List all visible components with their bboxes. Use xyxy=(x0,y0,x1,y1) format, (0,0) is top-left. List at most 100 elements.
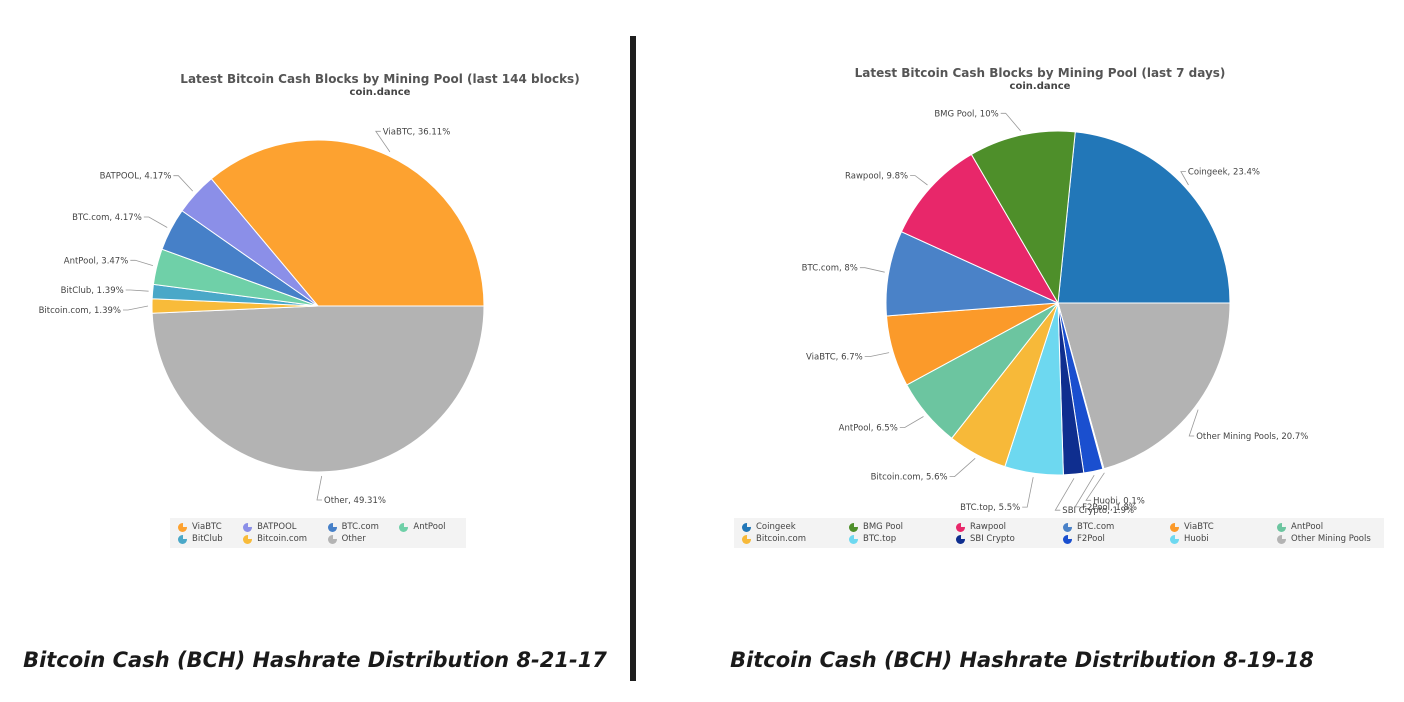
chart-caption: Bitcoin Cash (BCH) Hashrate Distribution… xyxy=(730,648,1314,672)
slice-label-antpool: AntPool, 6.5% xyxy=(839,424,898,434)
pie-icon xyxy=(1170,522,1179,532)
slice-label-bitcoin-com: Bitcoin.com, 1.39% xyxy=(39,306,121,316)
legend-item-sbi-crypto[interactable]: SBI Crypto xyxy=(956,534,1055,544)
label-connector xyxy=(1000,112,1022,132)
legend-item-bitclub[interactable]: BitClub xyxy=(178,534,235,544)
legend-label: ViaBTC xyxy=(192,522,222,532)
legend-item-rawpool[interactable]: Rawpool xyxy=(956,522,1055,532)
pie-icon xyxy=(742,534,751,544)
chart-title: Latest Bitcoin Cash Blocks by Mining Poo… xyxy=(180,72,580,86)
pie-icon xyxy=(742,522,751,532)
pie-icon xyxy=(243,534,253,544)
legend-label: Rawpool xyxy=(970,522,1007,532)
label-connector xyxy=(1188,409,1199,437)
chart-panel-2017: Latest Bitcoin Cash Blocks by Mining Poo… xyxy=(0,0,630,702)
chart-panel-2018: Latest Bitcoin Cash Blocks by Mining Poo… xyxy=(640,0,1404,702)
slice-label-btc-top: BTC.top, 5.5% xyxy=(960,503,1020,513)
pie-chart: Coingeek, 23.4% Other Mining Pools, 20.7%… xyxy=(802,109,1309,516)
legend-label: AntPool xyxy=(413,522,446,532)
legend-item-batpool[interactable]: BATPOOL xyxy=(243,522,320,532)
slice-label-bmg-pool: BMG Pool, 10% xyxy=(934,109,998,119)
legend-label: BTC.com xyxy=(1077,522,1115,532)
label-connector xyxy=(1180,171,1189,186)
legend-label: ViaBTC xyxy=(1184,522,1214,532)
legend-label: F2Pool xyxy=(1077,534,1105,544)
pie-icon xyxy=(399,522,409,532)
legend-item-viabtc[interactable]: ViaBTC xyxy=(1170,522,1269,532)
legend-item-bmg-pool[interactable]: BMG Pool xyxy=(849,522,948,532)
label-connector xyxy=(859,267,885,273)
legend-item-bitcoin-com[interactable]: Bitcoin.com xyxy=(742,534,841,544)
slice-label-bitclub: BitClub, 1.39% xyxy=(61,286,124,296)
legend-label: Huobi xyxy=(1184,534,1209,544)
slice-label-f2pool: F2Pool, 1.8% xyxy=(1082,503,1137,513)
label-connector xyxy=(1054,478,1075,511)
label-connector xyxy=(910,175,928,186)
legend-label: BMG Pool xyxy=(863,522,904,532)
legend-item-huobi[interactable]: Huobi xyxy=(1170,534,1269,544)
legend-label: Coingeek xyxy=(756,522,796,532)
legend-item-bitcoin-com[interactable]: Bitcoin.com xyxy=(243,534,320,544)
legend-label: SBI Crypto xyxy=(970,534,1015,544)
chart-caption: Bitcoin Cash (BCH) Hashrate Distribution… xyxy=(23,648,607,672)
pie-icon xyxy=(327,534,337,544)
legend-item-coingeek[interactable]: Coingeek xyxy=(742,522,841,532)
label-connector xyxy=(316,475,323,501)
label-connector xyxy=(899,416,924,428)
label-connector xyxy=(123,305,149,311)
pie-slice-coingeek[interactable] xyxy=(1057,131,1231,304)
legend-label: AntPool xyxy=(1291,522,1324,532)
label-connector xyxy=(173,175,193,192)
slice-label-bitcoin-com: Bitcoin.com, 5.6% xyxy=(871,473,948,483)
pie-icon xyxy=(849,534,858,544)
pie-slice-rawpool[interactable] xyxy=(900,153,1060,305)
pie-icon xyxy=(1170,534,1179,544)
chart-legend: ViaBTC BATPOOL BTC.com AntPool BitClub Bitcoi… xyxy=(170,518,466,548)
pie-slice-bmg-pool[interactable] xyxy=(970,130,1076,305)
legend-item-other-mining-pools[interactable]: Other Mining Pools xyxy=(1277,534,1376,544)
label-connector xyxy=(375,130,391,153)
pie-icon xyxy=(1063,522,1072,532)
pie-slice-other-mining-pools[interactable] xyxy=(1057,302,1231,470)
slice-label-viabtc: ViaBTC, 6.7% xyxy=(806,353,863,363)
pie-icon xyxy=(178,522,187,532)
legend-item-btc-com[interactable]: BTC.com xyxy=(327,522,392,532)
legend-item-other[interactable]: Other xyxy=(327,534,392,544)
slice-label-coingeek: Coingeek, 23.4% xyxy=(1188,168,1260,178)
slice-label-antpool: AntPool, 3.47% xyxy=(64,256,129,266)
slice-label-btc-com: BTC.com, 8% xyxy=(802,264,858,274)
legend-label: Bitcoin.com xyxy=(756,534,807,544)
legend-label: BATPOOL xyxy=(257,522,297,532)
legend-item-btc-com[interactable]: BTC.com xyxy=(1063,522,1162,532)
label-connector xyxy=(1074,474,1095,508)
legend-item-viabtc[interactable]: ViaBTC xyxy=(178,522,235,532)
legend-item-btc-top[interactable]: BTC.top xyxy=(849,534,948,544)
pie-slice-batpool[interactable] xyxy=(181,178,319,307)
legend-item-f2pool[interactable]: F2Pool xyxy=(1063,534,1162,544)
label-connector xyxy=(1085,472,1105,501)
legend-label: BitClub xyxy=(192,534,223,544)
slice-label-batpool: BATPOOL, 4.17% xyxy=(100,172,172,182)
pie-icon xyxy=(1277,534,1286,544)
chart-title: Latest Bitcoin Cash Blocks by Mining Poo… xyxy=(854,66,1226,80)
label-connector xyxy=(130,259,154,266)
chart-legend: Coingeek BMG Pool Rawpool BTC.com ViaBTC AntP… xyxy=(734,518,1384,548)
chart-subtitle: coin.dance xyxy=(1009,81,1071,92)
pie-slice-other[interactable] xyxy=(151,305,485,473)
label-connector xyxy=(949,458,976,478)
label-connector xyxy=(864,352,890,358)
slice-label-other-mining-pools: Other Mining Pools, 20.7% xyxy=(1196,432,1308,442)
slice-label-huobi: Huobi, 0.1% xyxy=(1093,496,1145,506)
legend-label: BTC.top xyxy=(863,534,897,544)
pie-icon xyxy=(1277,522,1286,532)
legend-item-antpool[interactable]: AntPool xyxy=(399,522,458,532)
legend-item-antpool[interactable]: AntPool xyxy=(1277,522,1376,532)
legend-label: Bitcoin.com xyxy=(257,534,308,544)
slice-label-viabtc: ViaBTC, 36.11% xyxy=(383,127,450,137)
panel-divider xyxy=(630,36,636,681)
pie-icon xyxy=(1063,534,1072,544)
label-connector xyxy=(143,216,168,228)
pie-slice-viabtc[interactable] xyxy=(210,139,485,307)
slice-label-btc-com: BTC.com, 4.17% xyxy=(72,213,142,223)
legend-label: Other xyxy=(341,534,366,544)
